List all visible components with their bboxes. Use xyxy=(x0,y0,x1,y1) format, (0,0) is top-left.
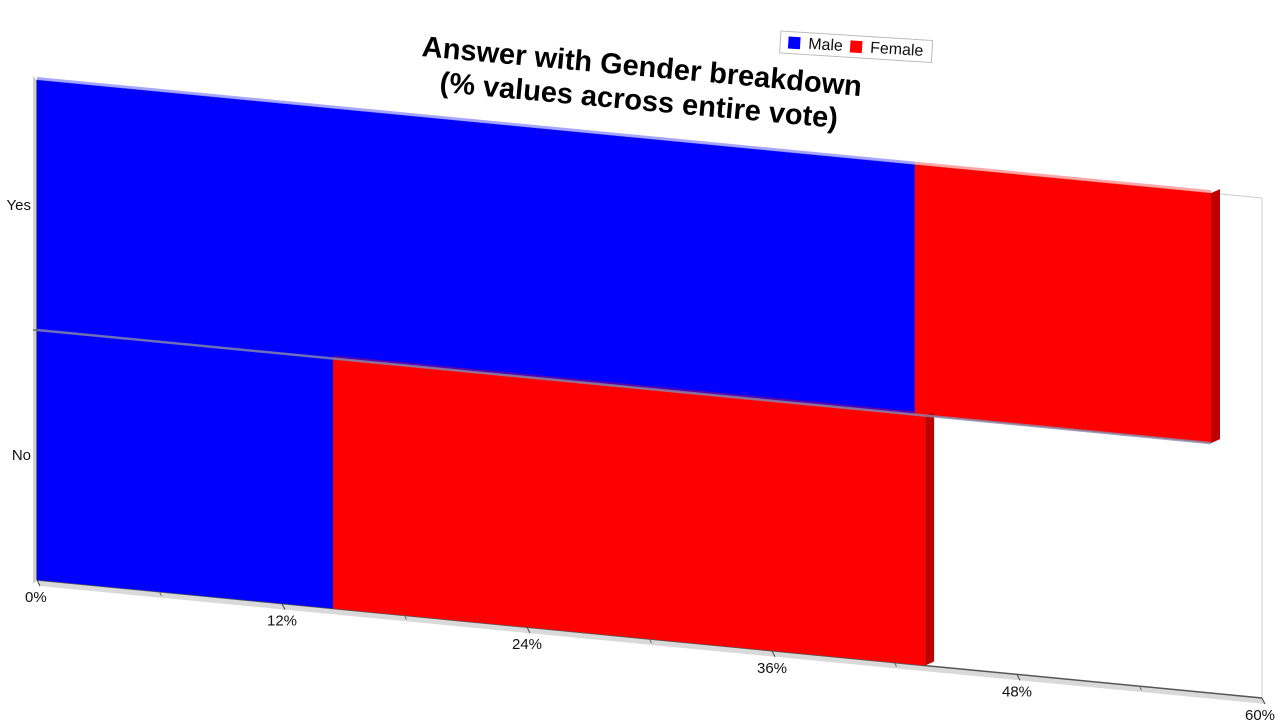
top-edge xyxy=(36,79,1263,199)
x-minor-tick xyxy=(159,591,162,597)
bars-layer xyxy=(36,77,1220,666)
category-label: Yes xyxy=(7,197,31,214)
bar-female-yes xyxy=(914,164,1211,444)
x-tick-label: 0% xyxy=(25,589,47,606)
x-tick-label: 24% xyxy=(512,636,542,653)
category-label: No xyxy=(12,447,31,464)
legend-label-male: Male xyxy=(808,36,844,55)
x-tick xyxy=(771,650,776,658)
x-tick xyxy=(36,579,41,587)
x-minor-tick xyxy=(1139,685,1142,691)
x-tick-label: 36% xyxy=(757,660,787,677)
x-tick xyxy=(526,626,531,634)
x-tick xyxy=(1261,697,1266,705)
x-tick-label: 48% xyxy=(1002,683,1032,700)
bar-male-yes xyxy=(37,80,915,415)
legend-swatch-female xyxy=(849,40,863,54)
legend: Male Female xyxy=(779,30,934,64)
x-minor-tick xyxy=(404,615,407,620)
legend-group: Male Female xyxy=(779,30,934,64)
x-tick-label: 12% xyxy=(267,613,297,630)
bar-side-female-no xyxy=(925,411,935,666)
bar-male-no xyxy=(37,330,333,609)
x-tick xyxy=(1016,674,1021,681)
x-minor-tick xyxy=(894,662,897,667)
bar-top-male-yes xyxy=(37,77,915,165)
legend-label-female: Female xyxy=(870,40,924,60)
legend-swatch-male xyxy=(787,36,801,50)
bar-side-female-yes xyxy=(1211,189,1220,444)
bar-female-no xyxy=(333,358,926,666)
x-tick xyxy=(281,603,286,610)
category-divider xyxy=(36,328,1212,445)
bar-top-female-yes xyxy=(914,161,1211,194)
x-minor-tick xyxy=(649,638,652,644)
category-axis: Yes No xyxy=(7,197,37,464)
x-tick-label: 60% xyxy=(1245,707,1275,720)
